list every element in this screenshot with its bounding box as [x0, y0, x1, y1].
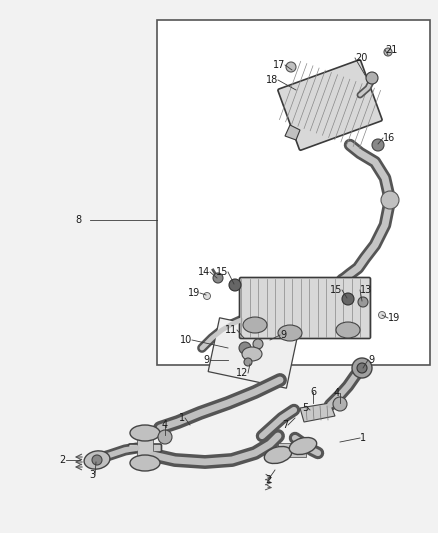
Text: 19: 19 — [388, 313, 400, 323]
Text: 9: 9 — [280, 330, 286, 340]
Circle shape — [358, 297, 368, 307]
Circle shape — [92, 455, 102, 465]
Circle shape — [244, 358, 252, 366]
Text: 5: 5 — [302, 403, 308, 413]
Circle shape — [333, 397, 347, 411]
Circle shape — [366, 72, 378, 84]
Polygon shape — [285, 125, 300, 140]
Text: 2: 2 — [60, 455, 66, 465]
Circle shape — [384, 48, 392, 56]
Text: 21: 21 — [385, 45, 397, 55]
Text: 1: 1 — [179, 413, 185, 423]
Text: 17: 17 — [272, 60, 285, 70]
Circle shape — [213, 273, 223, 283]
FancyBboxPatch shape — [278, 60, 382, 150]
Circle shape — [286, 62, 296, 72]
Circle shape — [239, 342, 251, 354]
Polygon shape — [208, 318, 298, 388]
Text: 8: 8 — [76, 215, 82, 225]
Bar — [137, 433, 153, 463]
Ellipse shape — [243, 317, 267, 333]
Text: 12: 12 — [236, 368, 248, 378]
Circle shape — [352, 358, 372, 378]
Ellipse shape — [130, 455, 160, 471]
Circle shape — [253, 339, 263, 349]
Bar — [157, 20, 430, 365]
Bar — [278, 443, 306, 457]
Ellipse shape — [242, 347, 262, 361]
Circle shape — [357, 363, 367, 373]
Ellipse shape — [264, 447, 292, 464]
Circle shape — [381, 191, 399, 209]
Circle shape — [342, 293, 354, 305]
Circle shape — [229, 279, 241, 291]
Text: 15: 15 — [330, 285, 342, 295]
Ellipse shape — [278, 325, 302, 341]
Text: 2: 2 — [265, 475, 271, 485]
Text: 9: 9 — [368, 355, 374, 365]
Text: 18: 18 — [266, 75, 278, 85]
Text: 16: 16 — [383, 133, 395, 143]
Text: 19: 19 — [188, 288, 200, 298]
Text: 10: 10 — [180, 335, 192, 345]
Text: 11: 11 — [225, 325, 237, 335]
Circle shape — [372, 139, 384, 151]
Text: 9: 9 — [204, 355, 210, 365]
Ellipse shape — [84, 451, 110, 469]
Text: 6: 6 — [310, 387, 316, 397]
Ellipse shape — [290, 438, 317, 455]
Polygon shape — [300, 403, 335, 422]
FancyBboxPatch shape — [128, 444, 162, 452]
Circle shape — [204, 293, 211, 300]
Text: 14: 14 — [198, 267, 210, 277]
Circle shape — [378, 311, 385, 319]
Circle shape — [158, 430, 172, 444]
Text: 3: 3 — [89, 470, 95, 480]
Text: 4: 4 — [162, 420, 168, 430]
Text: 13: 13 — [360, 285, 372, 295]
FancyBboxPatch shape — [273, 442, 307, 458]
Ellipse shape — [130, 425, 160, 441]
Text: 20: 20 — [355, 53, 367, 63]
FancyBboxPatch shape — [240, 278, 371, 338]
Ellipse shape — [336, 322, 360, 338]
Text: 15: 15 — [215, 267, 228, 277]
Text: 4: 4 — [334, 388, 340, 398]
Text: 1: 1 — [360, 433, 366, 443]
Text: 7: 7 — [282, 420, 288, 430]
